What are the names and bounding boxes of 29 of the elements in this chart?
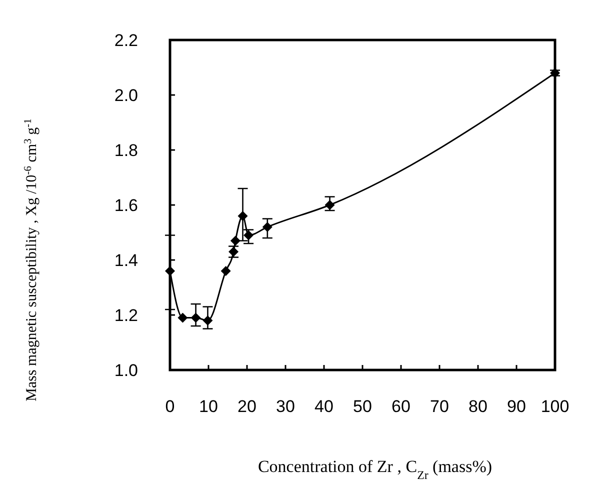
x-tick-label: 0 [165, 397, 175, 416]
y-tick-label: 2.2 [114, 31, 138, 50]
point [202, 316, 213, 326]
y-tick-label: 1.0 [114, 361, 138, 380]
x-tick-label: 30 [276, 397, 295, 416]
x-tick-label: 80 [468, 397, 488, 416]
x-tick-label: 10 [199, 397, 218, 416]
x-tick-label: 20 [238, 397, 256, 416]
point [165, 266, 175, 276]
x-tick-label: 100 [540, 397, 570, 416]
point [238, 211, 248, 221]
x-axis-title: Concentration of Zr , C$_{Zr}$ (mass%) [258, 457, 492, 482]
point [190, 312, 201, 323]
x-tick-label: 50 [353, 397, 372, 416]
point [220, 266, 231, 276]
point [244, 230, 254, 240]
y-tick-label: 1.6 [114, 196, 138, 215]
y-tick-label: 1.2 [114, 306, 138, 325]
point [178, 312, 188, 323]
y-tick-label: 2.0 [114, 86, 138, 105]
y-tick-label: 1.4 [114, 251, 138, 270]
y-tick-label: 1.8 [114, 141, 138, 160]
x-tick-label: 40 [314, 397, 334, 416]
x-tick-label: 60 [392, 397, 410, 416]
x-tick-label: 70 [430, 397, 449, 416]
point [262, 222, 272, 232]
point [324, 200, 335, 210]
x-tick-label: 90 [507, 397, 526, 416]
point [230, 236, 240, 246]
